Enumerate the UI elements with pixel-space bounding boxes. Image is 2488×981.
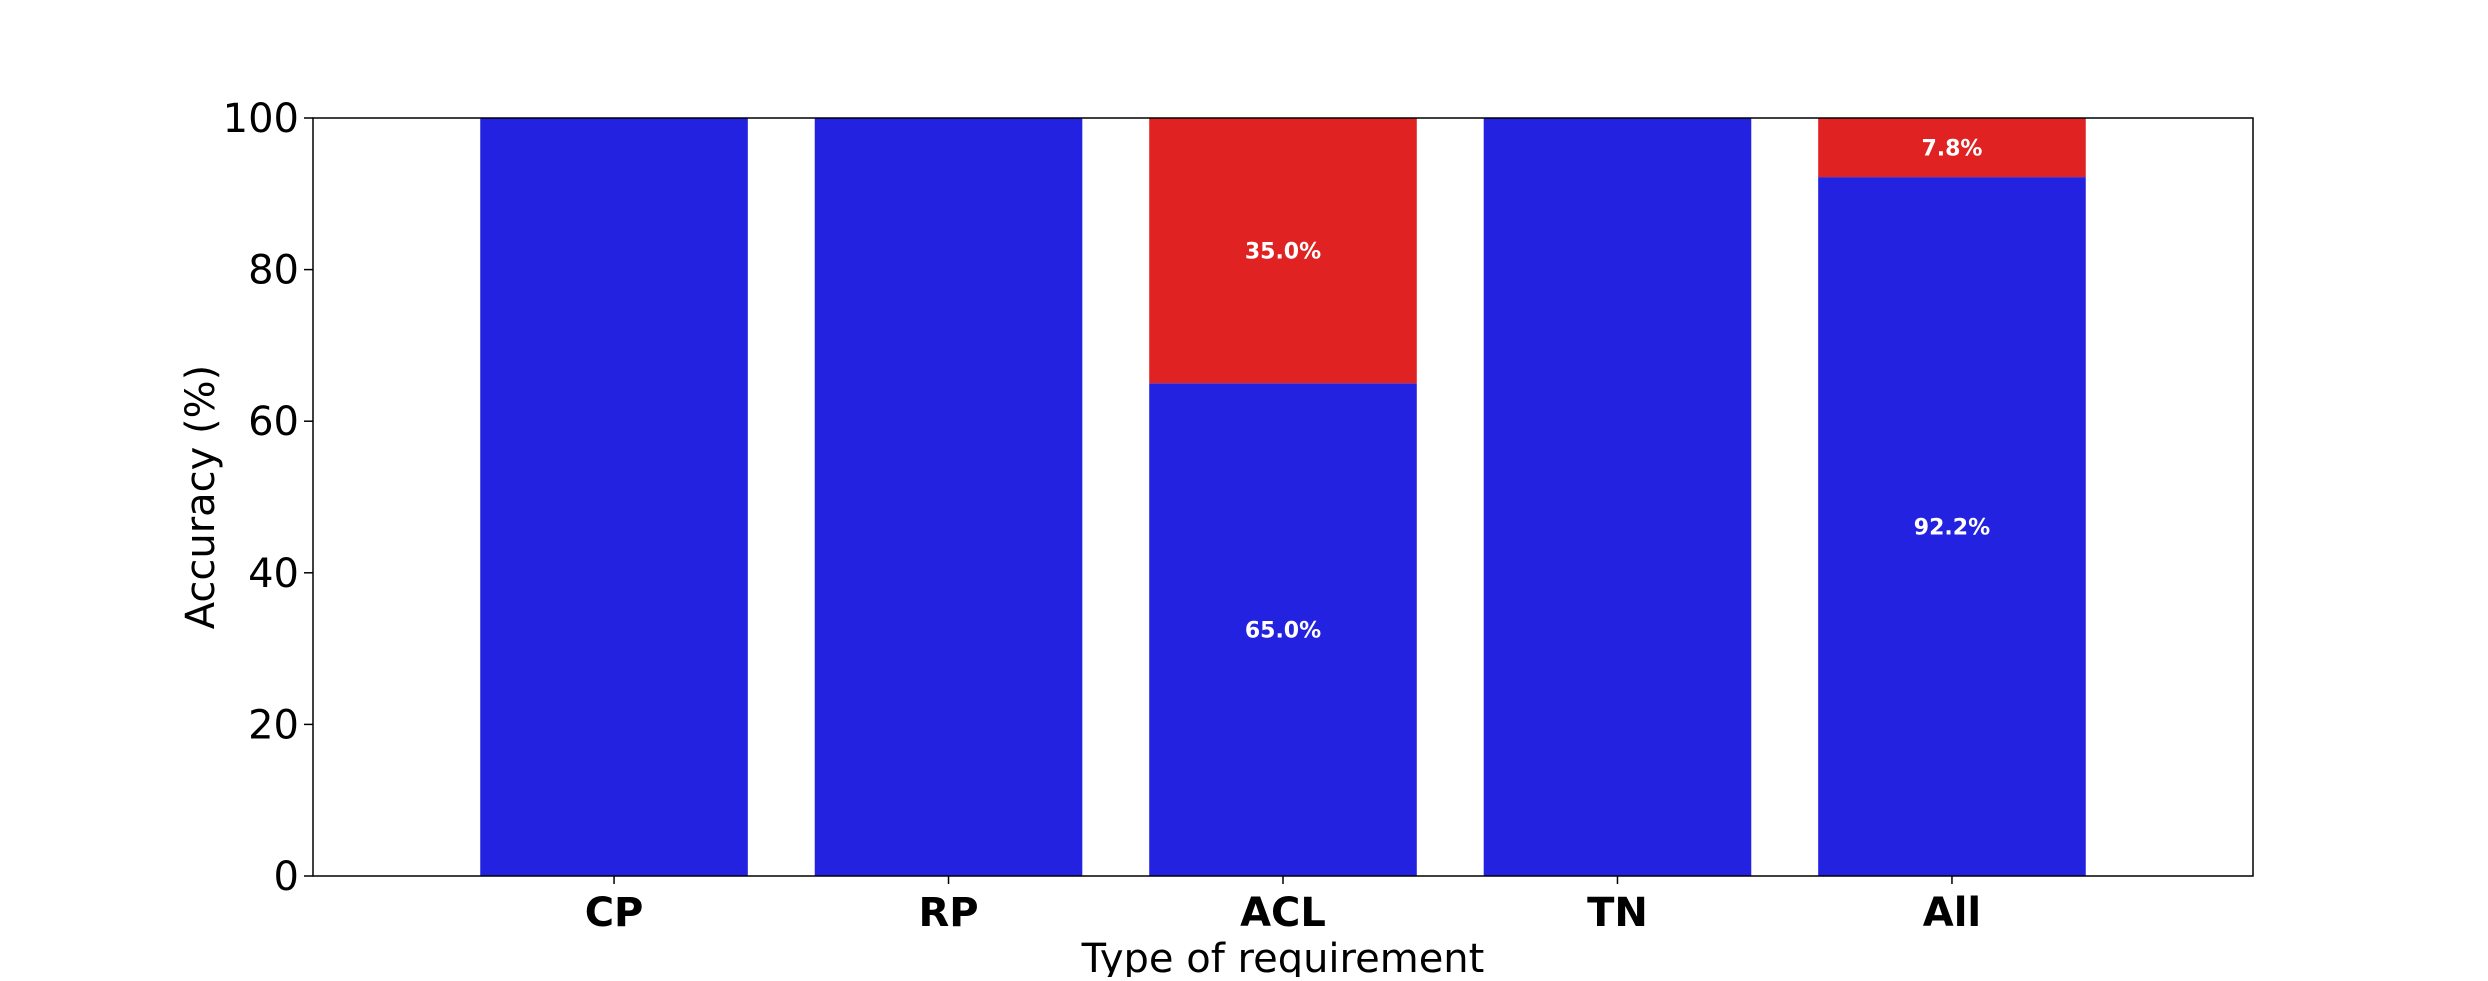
bar-label-acl-0: 65.0%: [1245, 619, 1321, 644]
y-tick-label-80: 80: [248, 248, 299, 294]
x-tick-label-tn: TN: [1587, 890, 1648, 936]
bar-acl-segment-1: [1149, 118, 1417, 384]
x-axis-title: Type of requirement: [1081, 936, 1485, 977]
y-axis-title: Accuracy (%): [178, 365, 224, 630]
bar-cp-segment-0: [480, 118, 748, 876]
x-axis: CP RP ACL TN All: [585, 876, 1981, 936]
bar-acl-segment-0: [1149, 383, 1417, 876]
bar-label-all-1: 7.8%: [1921, 137, 1982, 162]
bar-label-all-0: 92.2%: [1914, 516, 1990, 541]
bar-labels-layer: 65.0% 35.0% 92.2% 7.8%: [1245, 137, 1990, 644]
bar-all-segment-0: [1818, 177, 2086, 876]
bar-rp-segment-0: [814, 118, 1083, 876]
y-axis: 0 20 40 60 80 100: [223, 96, 313, 900]
bar-label-acl-1: 35.0%: [1245, 240, 1321, 265]
x-tick-label-cp: CP: [585, 890, 644, 936]
y-tick-label-0: 0: [274, 854, 299, 900]
y-tick-label-40: 40: [248, 551, 299, 597]
bar-all-segment-1: [1818, 118, 2086, 178]
y-tick-label-20: 20: [248, 702, 299, 748]
y-tick-label-60: 60: [248, 399, 299, 445]
bars-layer: [480, 118, 2086, 876]
y-tick-label-100: 100: [223, 96, 299, 142]
x-tick-label-rp: RP: [918, 890, 978, 936]
x-tick-label-all: All: [1923, 890, 1981, 936]
x-tick-label-acl: ACL: [1240, 890, 1326, 936]
bar-tn-segment-0: [1483, 118, 1752, 876]
